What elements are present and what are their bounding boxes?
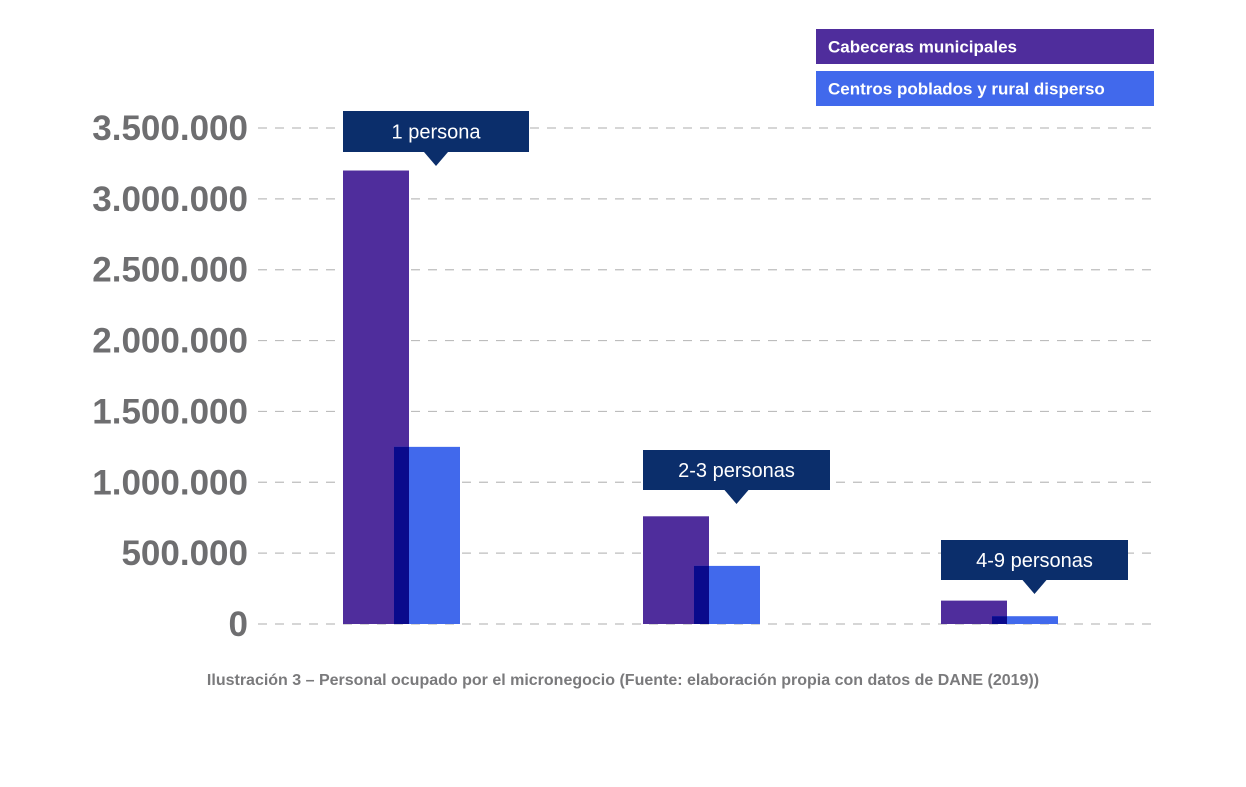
y-axis: 0 500.000 1.000.000 1.500.000 2.000.000 2.500… xyxy=(92,109,248,644)
bars xyxy=(343,170,1058,624)
category-label: 1 persona xyxy=(392,122,482,144)
y-tick-label: 0 xyxy=(229,605,248,644)
callout-pointer xyxy=(724,490,749,504)
bar-overlap xyxy=(992,616,1007,624)
y-tick-label: 1.500.000 xyxy=(92,392,248,431)
bar-centros-poblados xyxy=(992,616,1058,624)
legend-swatch xyxy=(816,29,1154,64)
y-tick-label: 1.000.000 xyxy=(92,463,248,502)
y-tick-label: 3.000.000 xyxy=(92,180,248,219)
bar-cabeceras xyxy=(941,600,1007,624)
legend-item: Cabeceras municipales xyxy=(816,29,1154,64)
bar-overlap xyxy=(394,446,409,624)
callout-box xyxy=(643,450,830,490)
category-callout: 2-3 personas xyxy=(643,450,830,504)
legend-label: Centros poblados y rural disperso xyxy=(828,80,1105,99)
y-tick-label: 2.000.000 xyxy=(92,322,248,361)
category-labels: 1 persona 2-3 personas 4-9 personas xyxy=(343,111,1128,594)
legend-swatch xyxy=(816,71,1154,106)
legend: Cabeceras municipales Centros poblados y … xyxy=(816,29,1154,106)
category-callout: 1 persona xyxy=(343,111,529,166)
callout-pointer xyxy=(424,152,448,166)
y-tick-label: 3.500.000 xyxy=(92,109,248,148)
y-tick-label: 500.000 xyxy=(121,534,248,573)
callout-box xyxy=(941,540,1128,580)
legend-label: Cabeceras municipales xyxy=(828,38,1017,57)
category-callout: 4-9 personas xyxy=(941,540,1128,594)
category-label: 4-9 personas xyxy=(976,550,1093,572)
figure-caption: Ilustración 3 – Personal ocupado por el … xyxy=(206,672,1040,689)
category-label: 2-3 personas xyxy=(678,460,795,482)
y-tick-label: 2.500.000 xyxy=(92,251,248,290)
bar-overlap xyxy=(694,565,709,624)
callout-box xyxy=(343,111,529,152)
legend-item: Centros poblados y rural disperso xyxy=(816,71,1154,106)
callout-pointer xyxy=(1022,580,1047,594)
